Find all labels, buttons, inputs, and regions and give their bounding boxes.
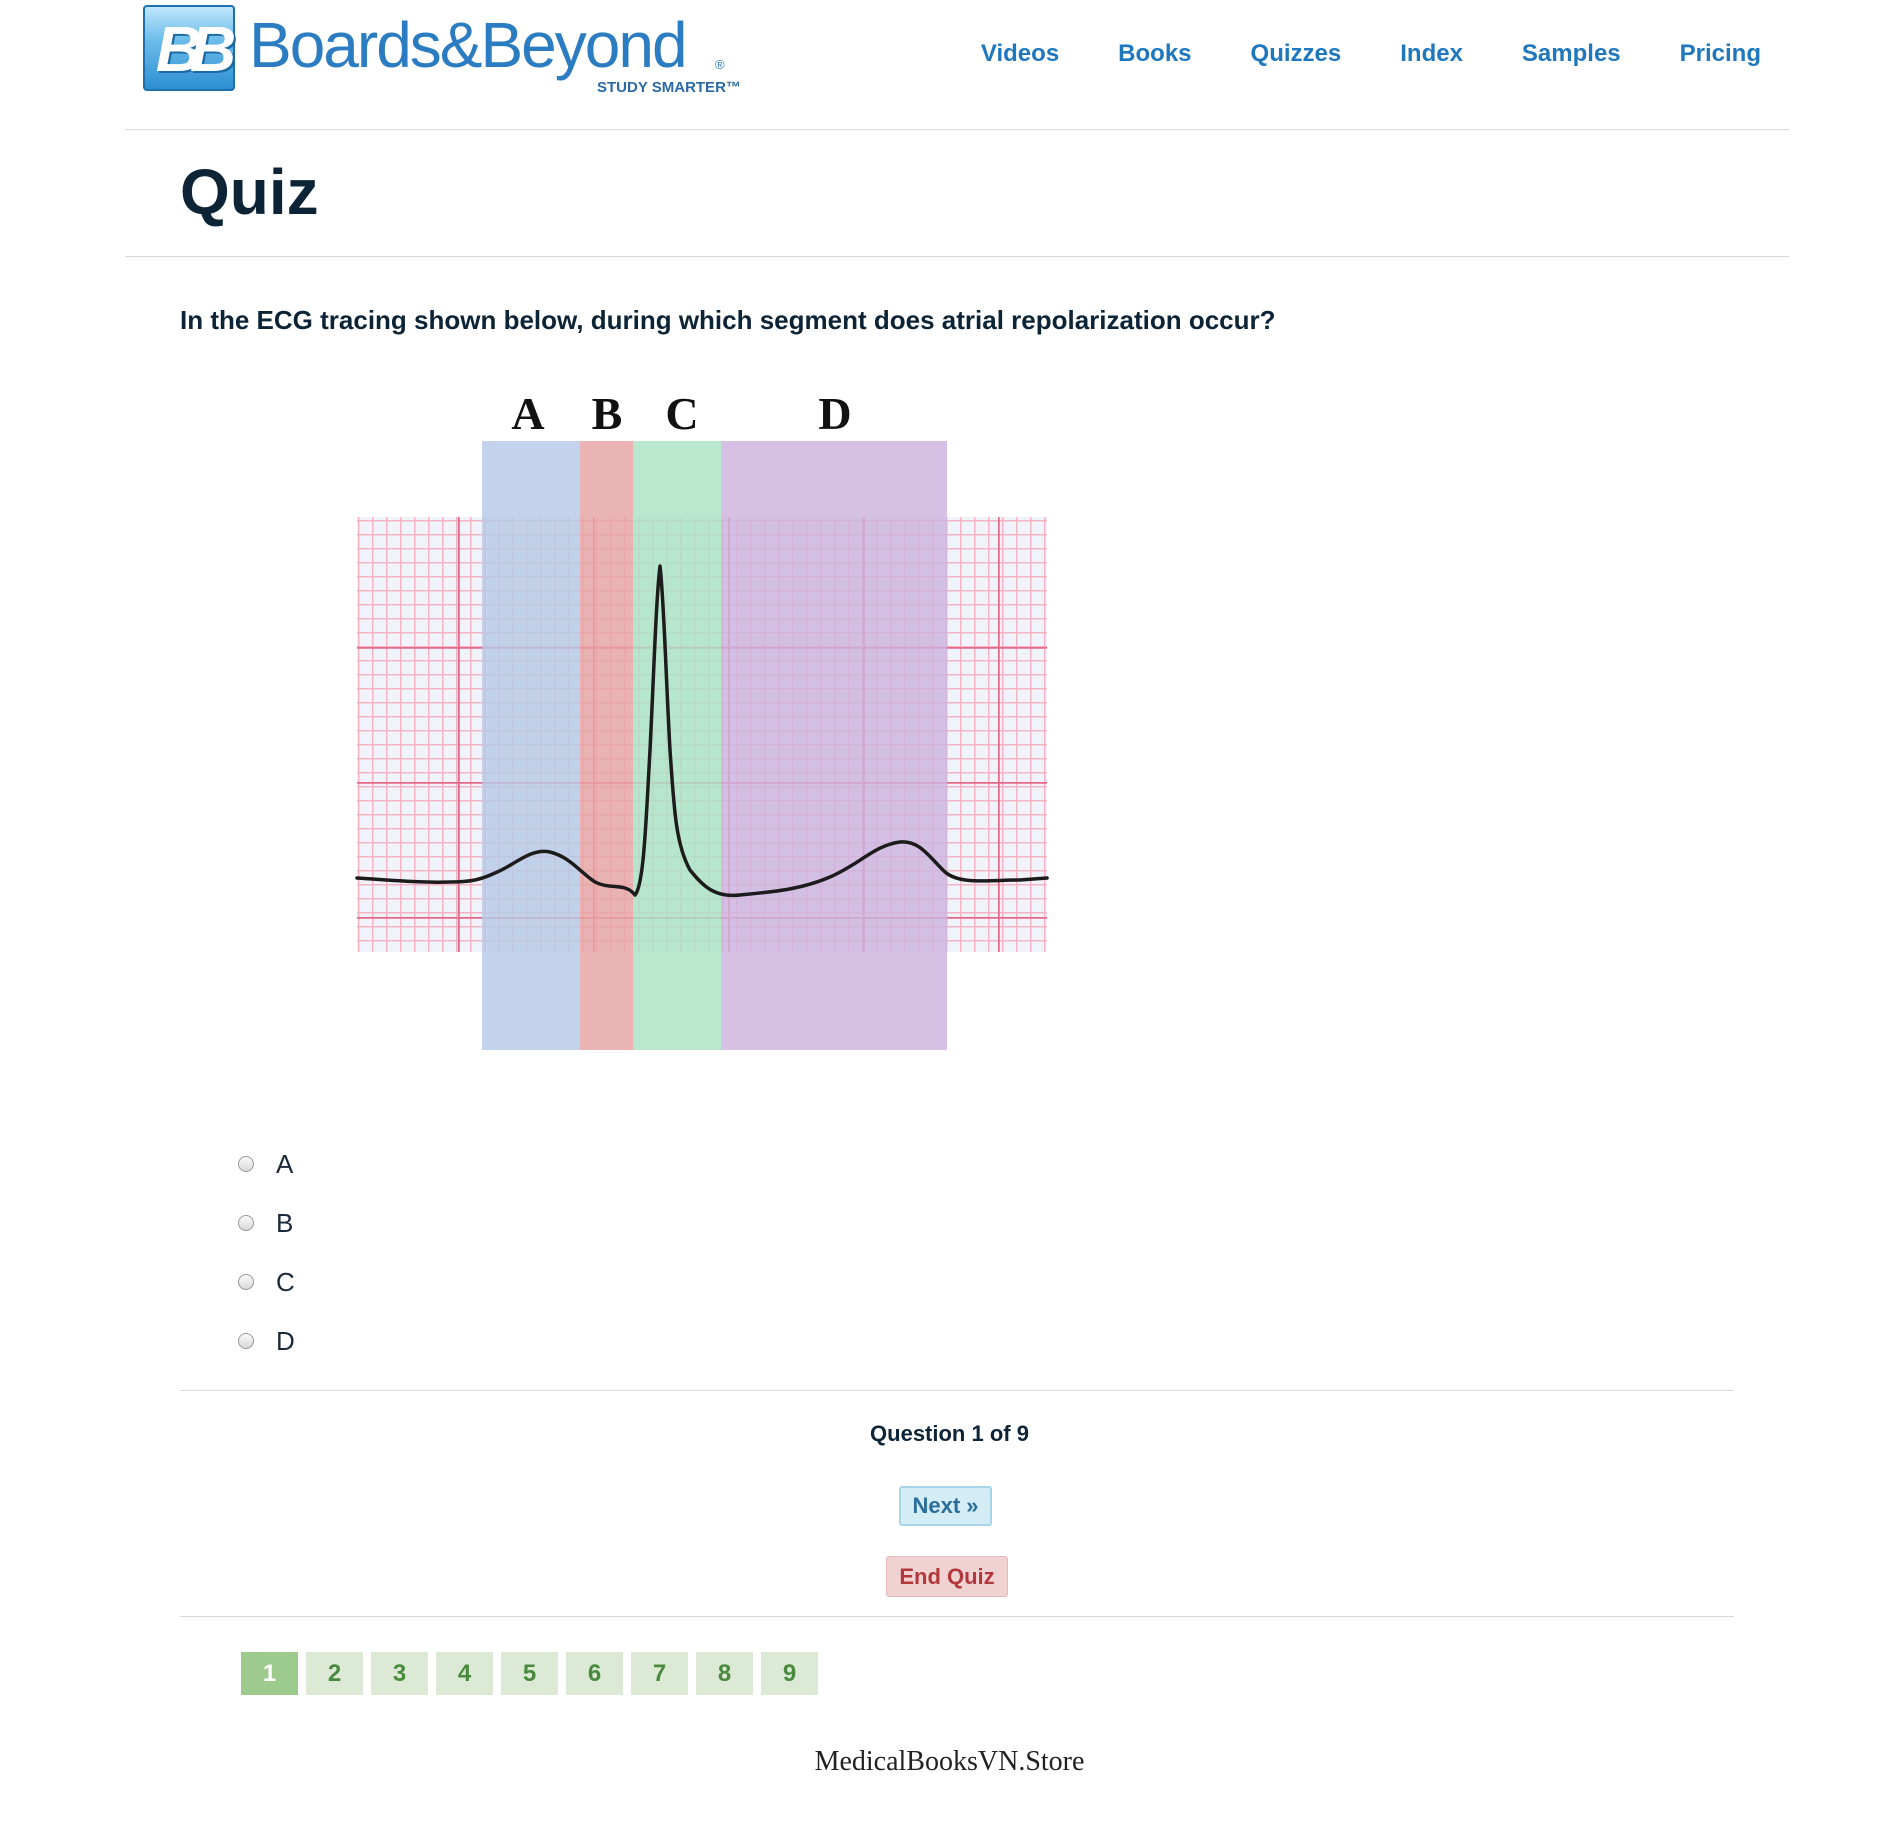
radio-button[interactable] — [238, 1214, 254, 1231]
next-button[interactable]: Next » — [899, 1486, 992, 1526]
ecg-figure: A B C D — [355, 388, 1049, 1050]
option-c[interactable]: C — [238, 1252, 295, 1311]
segment-label-c: C — [665, 388, 698, 439]
segment-band-b — [580, 441, 633, 1050]
segment-band-a — [482, 441, 580, 1050]
page-5[interactable]: 5 — [501, 1652, 558, 1695]
nav-index[interactable]: Index — [1400, 40, 1463, 67]
nav-books[interactable]: Books — [1118, 40, 1192, 67]
nav-samples[interactable]: Samples — [1521, 40, 1621, 67]
nav-pricing[interactable]: Pricing — [1679, 40, 1761, 67]
title-band: Quiz — [125, 130, 1789, 257]
page-4[interactable]: 4 — [436, 1652, 493, 1695]
page-6[interactable]: 6 — [566, 1652, 623, 1695]
page-title: Quiz — [180, 156, 319, 228]
segment-label-d: D — [818, 388, 851, 439]
question-text: In the ECG tracing shown below, during w… — [180, 305, 1276, 335]
option-a[interactable]: A — [238, 1134, 295, 1193]
option-b[interactable]: B — [238, 1193, 295, 1252]
option-label: B — [276, 1207, 294, 1238]
watermark: MedicalBooksVN.Store — [814, 1746, 1085, 1777]
page-8[interactable]: 8 — [696, 1652, 753, 1695]
question-pagination: 1 2 3 4 5 6 7 8 9 — [241, 1652, 818, 1695]
logo-mark-letters: BB — [155, 13, 236, 85]
page-7[interactable]: 7 — [631, 1652, 688, 1695]
option-label: D — [276, 1325, 295, 1356]
radio-button[interactable] — [238, 1273, 254, 1290]
logo-registered-mark: ® — [715, 57, 725, 72]
nav-videos[interactable]: Videos — [980, 40, 1060, 67]
nav-quizzes[interactable]: Quizzes — [1250, 40, 1342, 67]
logo-tagline: STUDY SMARTER™ — [597, 79, 741, 96]
divider — [180, 1616, 1734, 1617]
page-9[interactable]: 9 — [761, 1652, 818, 1695]
page-2[interactable]: 2 — [306, 1652, 363, 1695]
ecg-trace — [355, 564, 1049, 898]
logo-wordmark: Boards&Beyond — [249, 9, 688, 81]
segment-label-a: A — [511, 388, 544, 439]
logo-mark-icon: BB — [143, 5, 236, 91]
answer-options: A B C D — [238, 1134, 295, 1370]
end-quiz-button[interactable]: End Quiz — [886, 1556, 1008, 1597]
option-d[interactable]: D — [238, 1311, 295, 1370]
option-label: C — [276, 1266, 295, 1297]
boards-and-beyond-logo[interactable]: BB Boards&Beyond ® STUDY SMARTER™ — [143, 5, 743, 101]
radio-button[interactable] — [238, 1332, 254, 1349]
divider — [180, 1390, 1734, 1391]
main-nav: Videos Books Quizzes Index Samples Prici… — [981, 36, 1761, 72]
page-1[interactable]: 1 — [241, 1652, 298, 1695]
segment-label-b: B — [592, 388, 623, 439]
segment-band-c — [633, 441, 721, 1050]
site-header: BB Boards&Beyond ® STUDY SMARTER™ Videos… — [125, 0, 1789, 130]
option-label: A — [276, 1148, 294, 1179]
radio-button[interactable] — [238, 1155, 254, 1172]
question-counter: Question 1 of 9 — [870, 1421, 1029, 1446]
segment-band-d — [721, 441, 947, 1050]
page-3[interactable]: 3 — [371, 1652, 428, 1695]
